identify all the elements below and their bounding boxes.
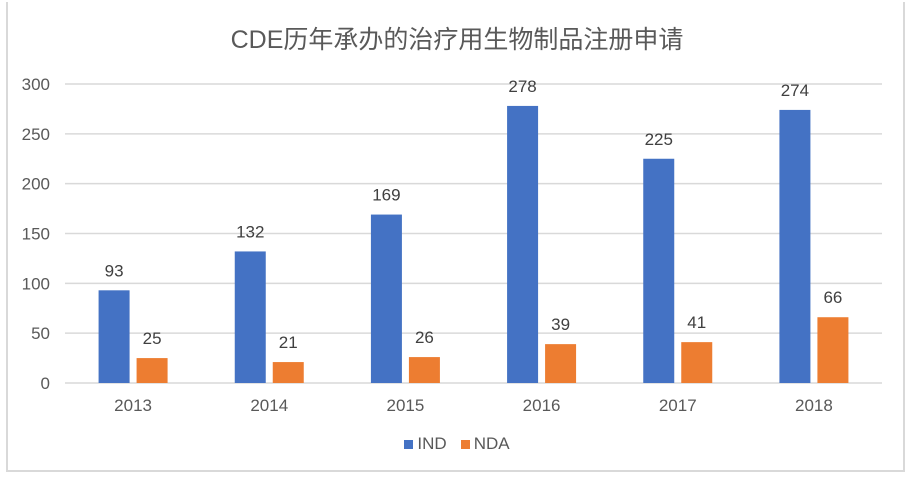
data-label-ind-2013: 93 [105,261,124,280]
y-tick-label: 50 [31,324,50,343]
data-label-nda-2013: 25 [143,329,162,348]
data-label-nda-2015: 26 [415,328,434,347]
x-tick-label: 2018 [795,396,833,415]
data-label-ind-2018: 274 [781,81,809,100]
bar-nda-2016 [545,344,577,383]
legend-item-nda: NDA [460,434,510,454]
legend-swatch-ind [404,439,414,449]
y-tick-label: 250 [22,125,50,144]
bar-ind-2015 [370,214,402,383]
x-tick-label: 2017 [659,396,697,415]
bar-nda-2015 [408,357,440,383]
data-label-nda-2014: 21 [279,333,298,352]
legend-item-ind: IND [404,434,447,454]
x-tick-label: 2014 [250,396,288,415]
y-tick-label: 100 [22,274,50,293]
legend-label-nda: NDA [473,434,510,453]
data-label-nda-2016: 39 [551,315,570,334]
data-label-ind-2015: 169 [372,186,400,205]
bar-ind-2018 [779,109,811,383]
chart-title: CDE历年承办的治疗用生物制品注册申请 [230,26,684,54]
y-tick-label: 150 [22,225,50,244]
bar-ind-2014 [234,251,266,383]
y-tick-label: 0 [41,374,50,393]
bar-ind-2016 [507,105,539,383]
legend-swatch-nda [460,439,470,449]
data-label-ind-2014: 132 [236,222,264,241]
bar-ind-2017 [643,158,675,383]
bar-nda-2017 [681,342,713,383]
data-label-nda-2017: 41 [687,313,706,332]
x-tick-label: 2013 [114,396,152,415]
chart-frame [6,2,905,472]
x-tick-label: 2015 [387,396,425,415]
legend-label-ind: IND [417,434,447,453]
bar-nda-2018 [817,317,849,383]
legend: IND NDA [0,434,914,454]
data-label-ind-2017: 225 [645,130,673,149]
y-tick-label: 200 [22,175,50,194]
bar-nda-2014 [272,362,304,383]
y-tick-label: 300 [22,75,50,94]
data-label-ind-2016: 278 [508,77,536,96]
x-tick-label: 2016 [523,396,561,415]
data-label-nda-2018: 66 [823,288,842,307]
bar-nda-2013 [136,358,168,383]
bar-ind-2013 [98,290,130,383]
